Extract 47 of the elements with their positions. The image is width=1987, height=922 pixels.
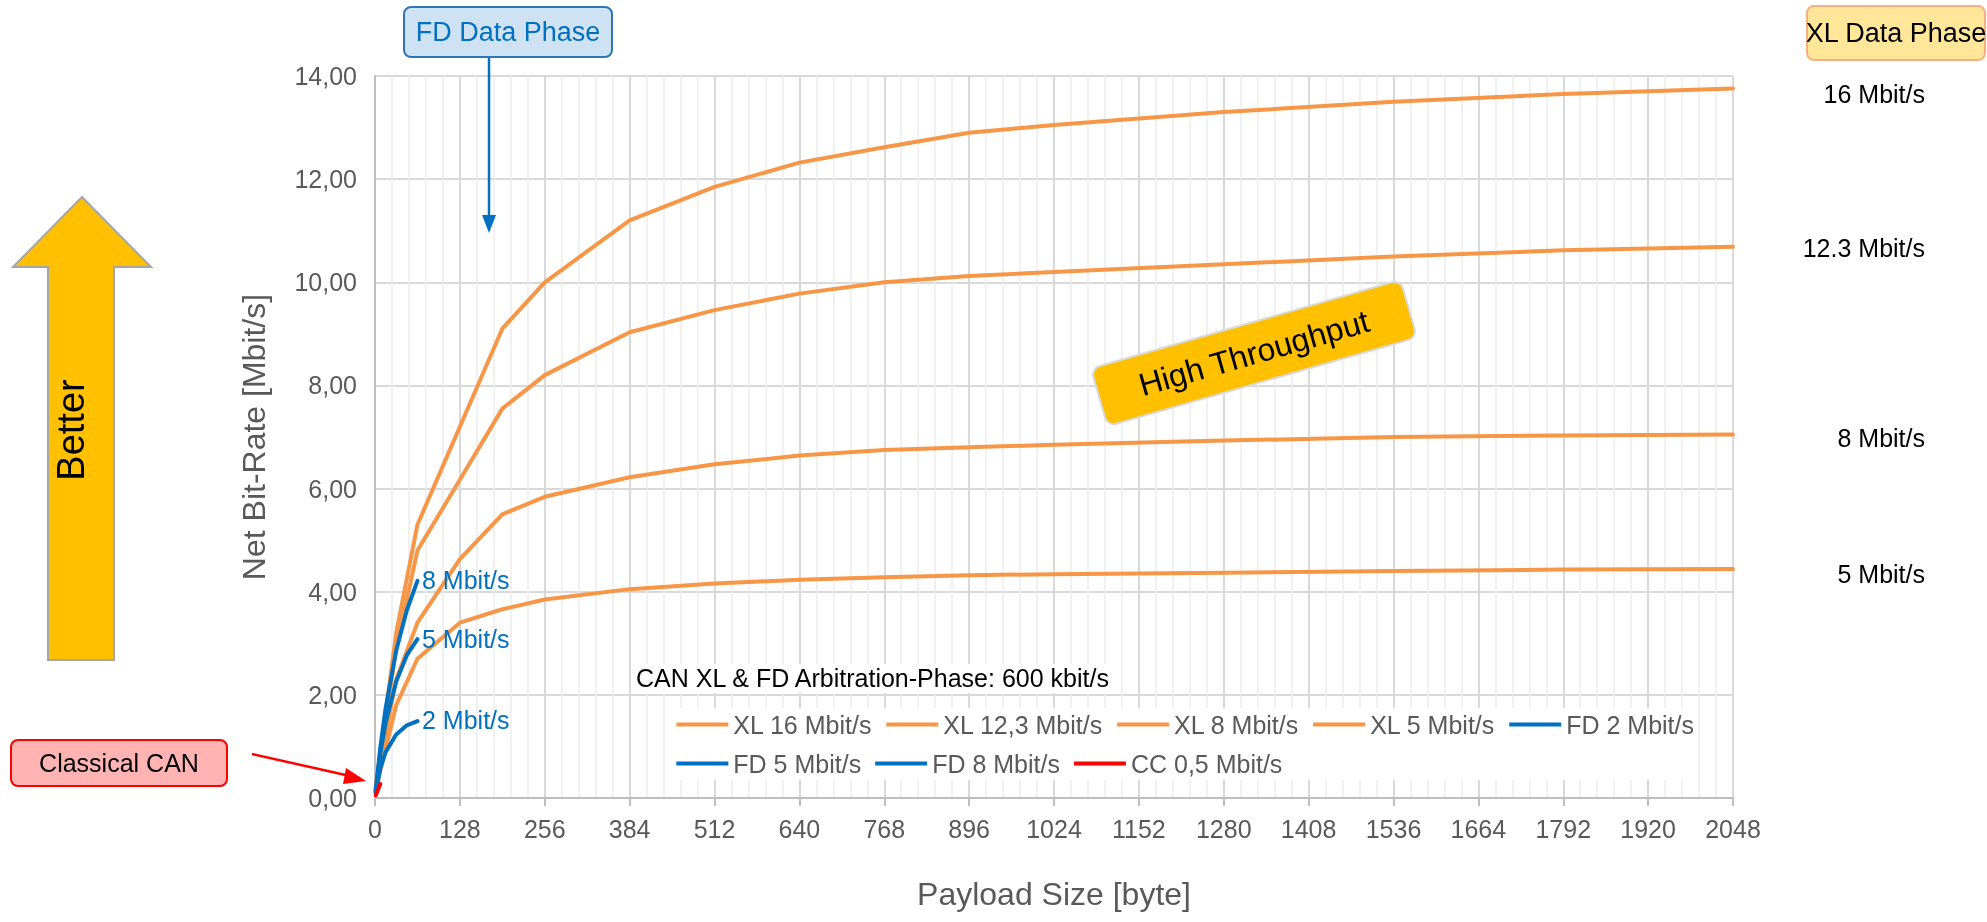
legend-label: XL 5 Mbit/s — [1370, 710, 1495, 739]
legend-label: XL 8 Mbit/s — [1174, 710, 1299, 739]
x-tick-label: 1664 — [1450, 814, 1507, 843]
x-tick-label: 512 — [693, 814, 736, 843]
x-tick-label: 128 — [439, 814, 481, 843]
text: 12.3 Mbit/s — [1801, 233, 1925, 263]
legend-label: XL 16 Mbit/s — [733, 710, 872, 739]
y-tick-label: 6,00 — [308, 474, 357, 503]
text: 8 Mbit/s — [1836, 423, 1925, 453]
annotation: 8 Mbit/s — [422, 565, 510, 595]
text: Better — [49, 379, 93, 481]
x-axis-title: Payload Size [byte] — [917, 876, 1191, 912]
x-tick-label: 1408 — [1280, 814, 1337, 843]
y-tick-label: 12,00 — [294, 165, 357, 194]
x-tick-label: 1024 — [1026, 814, 1082, 843]
text: 16 Mbit/s — [1822, 79, 1925, 109]
y-tick-label: 10,00 — [294, 268, 357, 297]
legend-label: FD 8 Mbit/s — [932, 749, 1060, 778]
legend-label: FD 5 Mbit/s — [733, 749, 862, 778]
y-axis-title: Net Bit-Rate [Mbit/s] — [236, 293, 272, 581]
y-tick-label: 8,00 — [308, 371, 357, 400]
y-tick-label: 4,00 — [308, 577, 357, 606]
x-tick-label: 256 — [523, 814, 566, 843]
x-tick-label: 896 — [948, 814, 990, 843]
y-tick-label: 0,00 — [308, 784, 357, 812]
x-tick-label: 2048 — [1705, 814, 1761, 843]
x-tick-label: 1280 — [1195, 814, 1252, 843]
x-tick-label: 384 — [608, 814, 651, 843]
y-tick-label: 14,00 — [294, 62, 357, 90]
legend-title: CAN XL & FD Arbitration-Phase: 600 kbit/s — [632, 664, 1113, 693]
legend-label: XL 12,3 Mbit/s — [943, 710, 1103, 739]
callout-box: FD Data Phase — [403, 6, 613, 58]
legend-label: CC 0,5 Mbit/s — [1130, 749, 1283, 778]
callout-box: XL Data Phase — [1806, 5, 1986, 61]
annotation: 5 Mbit/s — [422, 624, 510, 654]
x-tick-label: 640 — [778, 814, 821, 843]
callout-box: Classical CAN — [10, 739, 228, 787]
x-tick-label: 768 — [863, 814, 906, 843]
y-tick-label: 2,00 — [308, 680, 357, 709]
text: 5 Mbit/s — [1836, 559, 1925, 589]
annotation: 2 Mbit/s — [422, 705, 510, 735]
x-tick-label: 1792 — [1535, 814, 1592, 843]
x-tick-label: 1152 — [1111, 814, 1166, 843]
x-tick-label: 1536 — [1365, 814, 1422, 843]
legend-label: FD 2 Mbit/s — [1566, 710, 1694, 739]
x-tick-label: 1920 — [1620, 814, 1676, 843]
x-tick-label: 0 — [368, 814, 382, 843]
